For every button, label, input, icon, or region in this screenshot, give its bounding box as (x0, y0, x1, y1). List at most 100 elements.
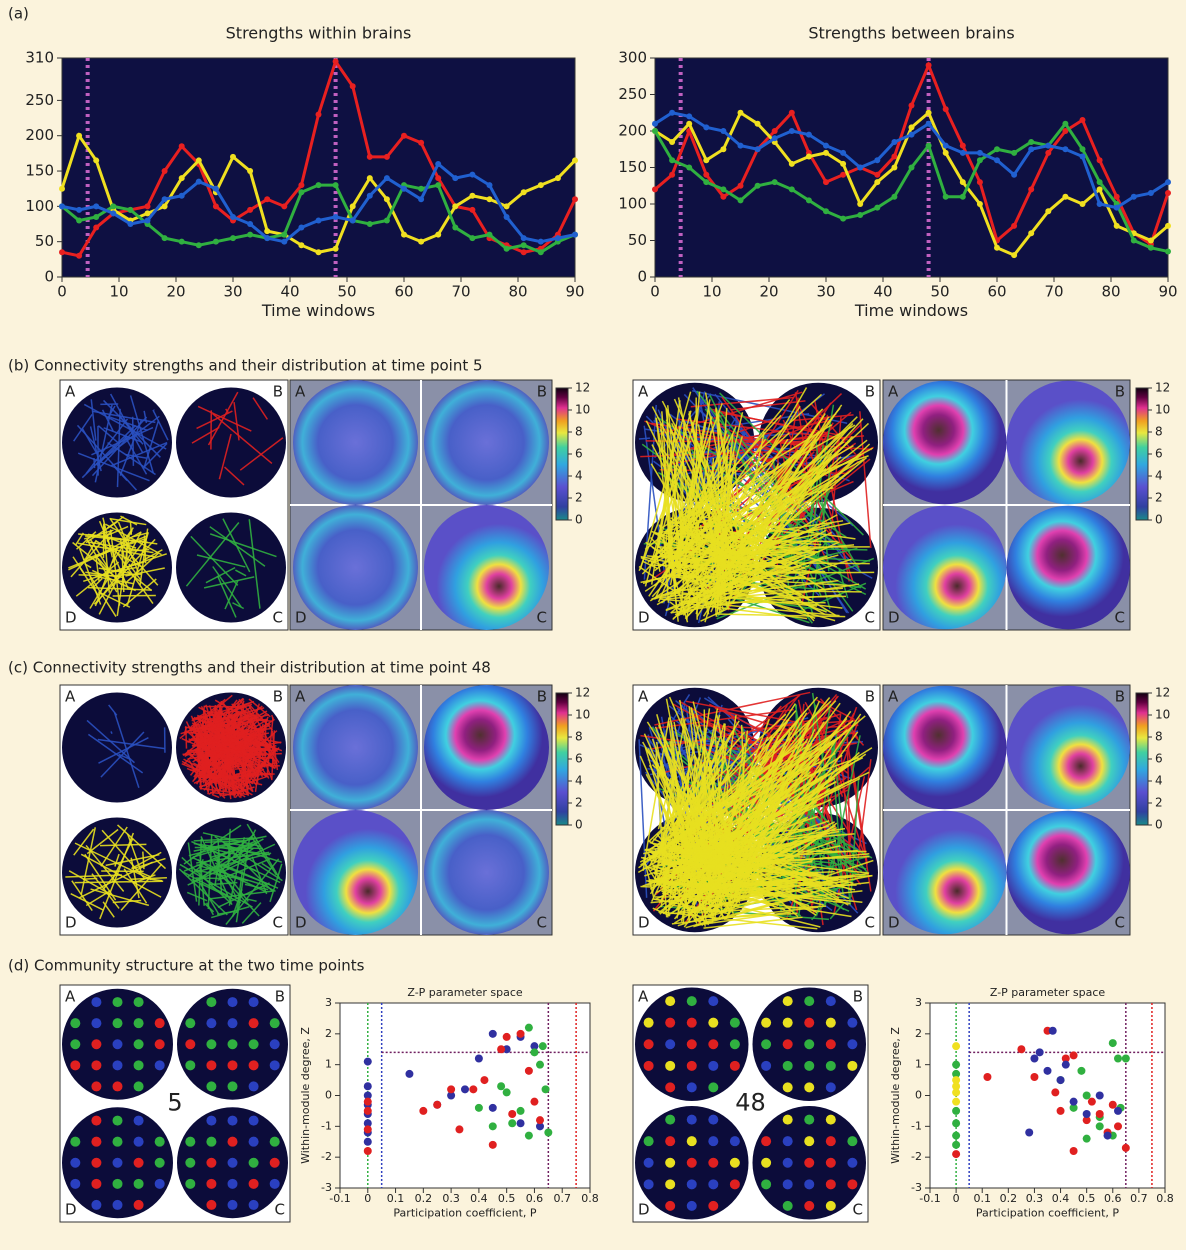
x-tick-label: 10 (702, 283, 721, 301)
point (401, 133, 407, 139)
point (952, 1098, 960, 1106)
x-tick-label: 0.4 (470, 1192, 488, 1205)
node (687, 1115, 697, 1125)
point (521, 242, 527, 248)
point (1028, 186, 1034, 192)
point (909, 165, 915, 171)
node (206, 1179, 216, 1189)
colorbar-label: 6 (1155, 752, 1163, 766)
region-label: D (638, 1201, 650, 1219)
node (804, 1039, 814, 1049)
point (264, 228, 270, 234)
point (521, 189, 527, 195)
node (804, 996, 814, 1006)
point (1036, 1048, 1044, 1056)
point (891, 194, 897, 200)
point (1109, 1039, 1117, 1047)
node (228, 1158, 238, 1168)
point (1131, 194, 1137, 200)
point (789, 110, 795, 116)
node (783, 1018, 793, 1028)
point (367, 221, 373, 227)
colorbar-label: 12 (575, 686, 590, 700)
point (1080, 117, 1086, 123)
node (687, 996, 697, 1006)
region-label: B (273, 383, 283, 401)
point (196, 242, 202, 248)
point (1097, 186, 1103, 192)
point (93, 157, 99, 163)
point (538, 182, 544, 188)
x-tick-label: 30 (816, 283, 835, 301)
point (316, 249, 322, 255)
point (213, 203, 219, 209)
x-tick-label: 0 (57, 283, 67, 301)
point (686, 165, 692, 171)
node (826, 1039, 836, 1049)
point (806, 132, 812, 138)
region-label: C (273, 609, 283, 627)
region-label: D (638, 609, 650, 627)
point (384, 196, 390, 202)
x-tick-label: 0.2 (415, 1192, 433, 1205)
node (134, 1060, 144, 1070)
y-tick-label: 250 (618, 85, 647, 103)
colorbar (556, 693, 568, 825)
node (826, 1061, 836, 1071)
point (977, 150, 983, 156)
node (687, 1018, 697, 1028)
plot-area (62, 58, 575, 277)
x-tick-label: 70 (451, 283, 470, 301)
connection (120, 574, 142, 575)
point (943, 194, 949, 200)
point (952, 1150, 960, 1158)
colorbar-label: 2 (1155, 491, 1163, 505)
panel-label: (a) (8, 5, 29, 23)
point (891, 154, 897, 160)
point (497, 1082, 505, 1090)
y-tick-label: 100 (618, 195, 647, 213)
point (230, 154, 236, 160)
point (1114, 1055, 1122, 1063)
colorbar-label: 12 (575, 381, 590, 395)
point (264, 235, 270, 241)
node (687, 1158, 697, 1168)
point (952, 1076, 960, 1084)
point (891, 139, 897, 145)
point (539, 1042, 547, 1050)
y-tick-label: 300 (618, 49, 647, 67)
x-tick-label: 0.7 (1130, 1192, 1148, 1205)
point (419, 1107, 427, 1115)
heatmap (1007, 381, 1131, 505)
point (1122, 1055, 1130, 1063)
node (185, 1039, 195, 1049)
point (755, 183, 761, 189)
node (249, 1039, 259, 1049)
node (804, 1158, 814, 1168)
point (960, 179, 966, 185)
point (1109, 1101, 1117, 1109)
point (1057, 1076, 1065, 1084)
point (333, 59, 339, 65)
point (1044, 1067, 1052, 1075)
point (461, 1085, 469, 1093)
point (487, 232, 493, 238)
point (281, 239, 287, 245)
node (70, 1158, 80, 1168)
node (91, 1039, 101, 1049)
y-axis-label: Within-module degree, Z (889, 1027, 902, 1164)
node (249, 1060, 259, 1070)
colorbar-label: 12 (1155, 686, 1170, 700)
point (469, 1085, 477, 1093)
node (708, 1158, 718, 1168)
region-label: A (888, 383, 899, 401)
node (847, 1039, 857, 1049)
point (669, 172, 675, 178)
point (720, 186, 726, 192)
colorbar (1136, 693, 1148, 825)
point (952, 1141, 960, 1149)
point (686, 121, 692, 127)
node (783, 1082, 793, 1092)
node (708, 1179, 718, 1189)
point (857, 165, 863, 171)
